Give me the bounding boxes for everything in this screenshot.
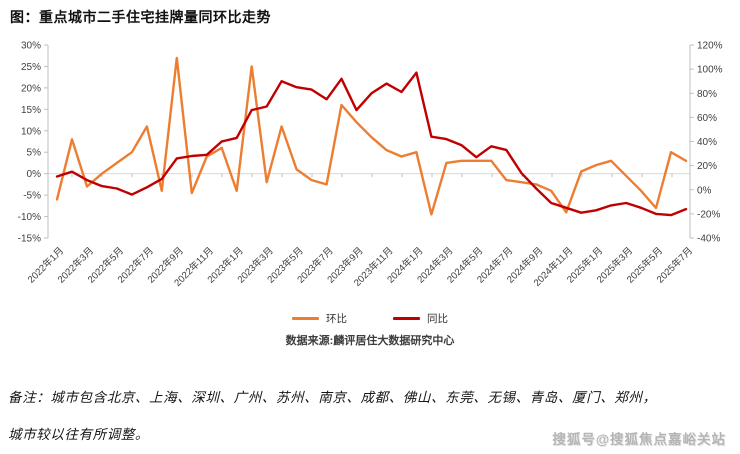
right-axis-label: -40% bbox=[697, 234, 720, 245]
left-axis-label: 0% bbox=[27, 169, 42, 180]
line-chart: 30% 25% 20% 15% 10% 5% 0% -5% -10% -15% 120% 100% 80… bbox=[18, 41, 723, 289]
left-axis-label: -5% bbox=[23, 191, 41, 202]
watermark: 搜狐号@搜狐焦点嘉峪关站 bbox=[552, 432, 726, 447]
right-axis-label: -20% bbox=[697, 209, 720, 220]
left-axis-label: 20% bbox=[21, 83, 41, 94]
right-axis-label: 80% bbox=[697, 89, 717, 100]
right-axis-label: 60% bbox=[697, 113, 717, 124]
right-axis-label: 40% bbox=[697, 137, 717, 148]
left-axis-label: -10% bbox=[18, 212, 41, 223]
footnote-line-2: 城市较以往有所调整。 bbox=[8, 427, 149, 442]
footnote-line-1: 备注：城市包含北京、上海、深圳、广州、苏州、南京、成都、佛山、东莞、无锡、青岛、… bbox=[8, 390, 657, 405]
huanbi-line bbox=[55, 56, 688, 216]
right-axis-label: 100% bbox=[697, 65, 723, 76]
tongbi-line-swatch bbox=[393, 317, 420, 320]
left-axis-label: 15% bbox=[21, 105, 41, 116]
footnote: 备注：城市包含北京、上海、深圳、广州、苏州、南京、成都、佛山、东莞、无锡、青岛、… bbox=[8, 386, 732, 443]
left-axis-label: 10% bbox=[21, 126, 41, 137]
left-axis-label: 25% bbox=[21, 62, 41, 73]
right-axis-label: 20% bbox=[697, 161, 717, 172]
left-axis-label: -15% bbox=[18, 234, 41, 245]
left-axis-label: 5% bbox=[27, 148, 42, 159]
legend-item-huanbi[interactable]: 环比 bbox=[292, 311, 347, 326]
legend-item-tongbi[interactable]: 同比 bbox=[393, 311, 448, 326]
right-axis-label: 0% bbox=[697, 185, 712, 196]
chart-legend: 环比 同比 bbox=[0, 311, 740, 326]
legend-label-huanbi: 环比 bbox=[326, 313, 347, 325]
left-axis-label: 30% bbox=[21, 41, 41, 52]
chart-title: 图：重点城市二手住宅挂牌量同环比走势 bbox=[10, 9, 271, 25]
data-source-caption: 数据来源:麟评居住大数据研究中心 bbox=[285, 335, 455, 347]
right-axis-label: 120% bbox=[697, 41, 723, 52]
huanbi-line-swatch bbox=[292, 317, 319, 320]
legend-label-tongbi: 同比 bbox=[427, 313, 448, 325]
tongbi-line bbox=[55, 71, 688, 217]
